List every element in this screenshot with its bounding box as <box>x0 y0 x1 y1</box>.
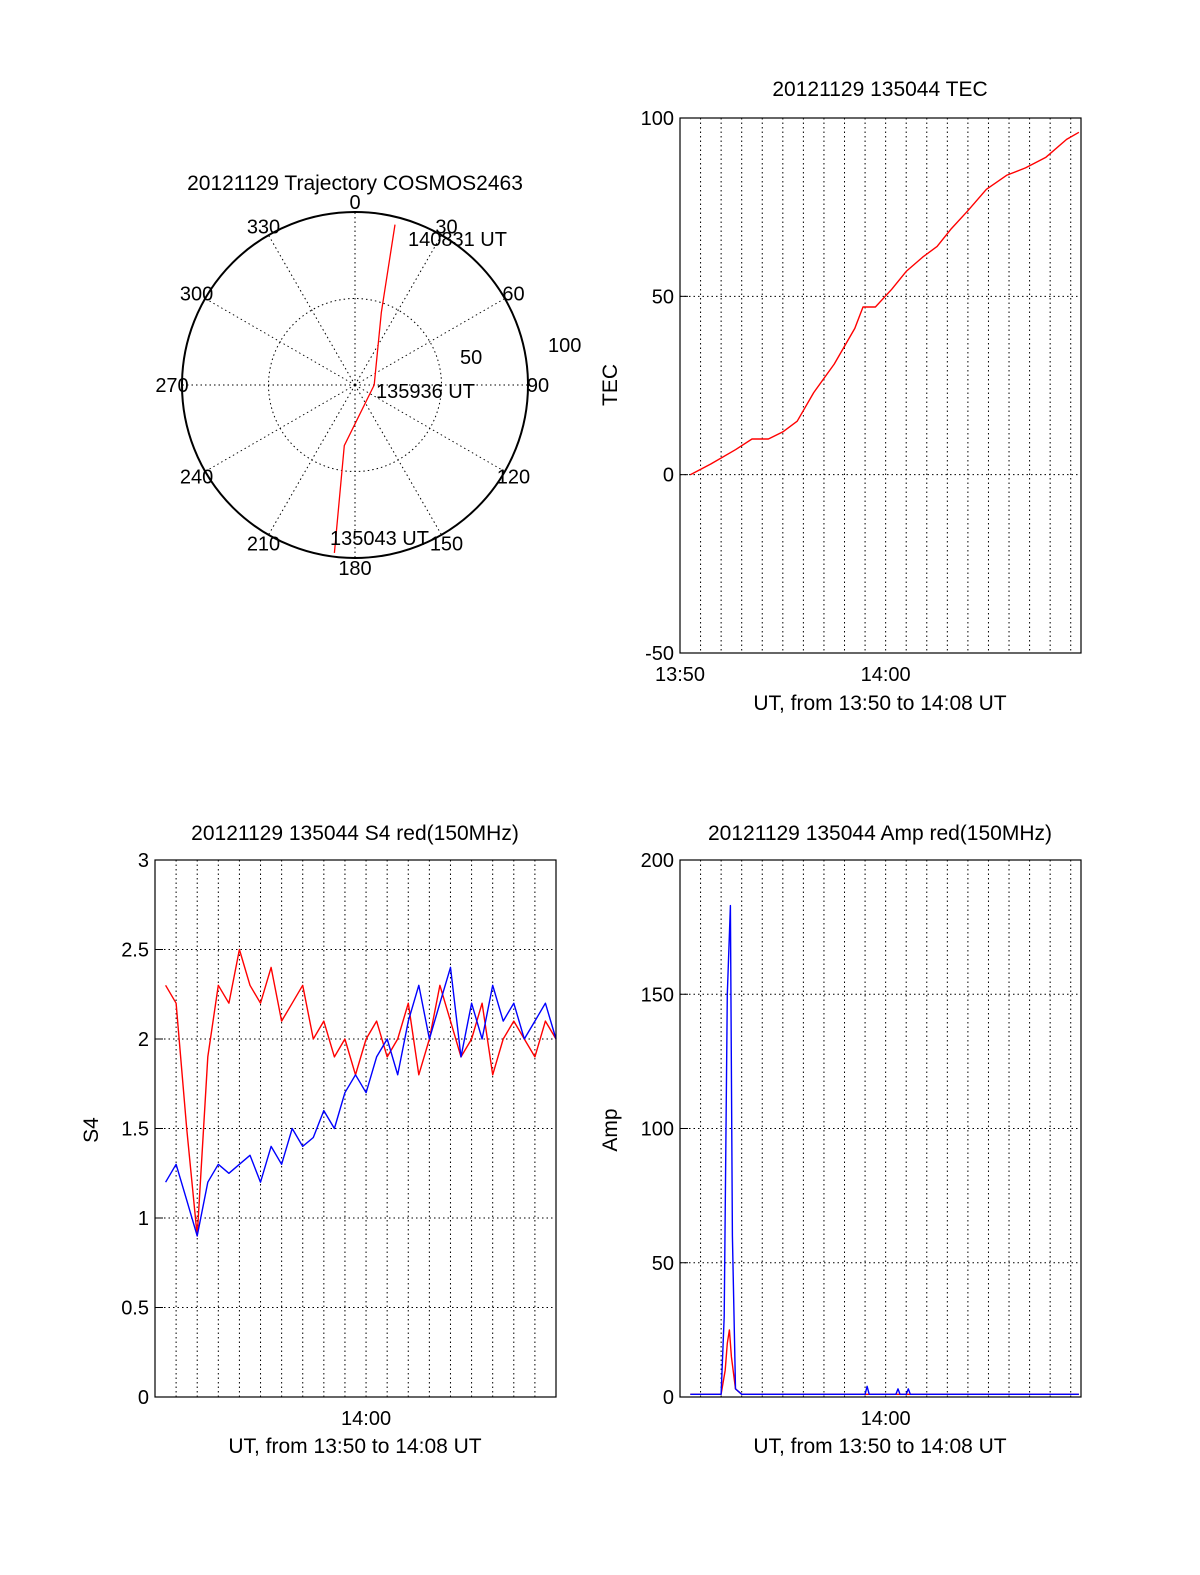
amp-x-ticks: 14:00 <box>861 1408 911 1430</box>
x-tick-label: 13:50 <box>655 664 705 686</box>
radial-tick-100: 100 <box>548 335 581 357</box>
y-tick-label: 150 <box>641 984 674 1006</box>
annotation-mid-time: 135936 UT <box>376 381 475 403</box>
radial-tick-50: 50 <box>460 347 482 369</box>
angle-tick-label: 120 <box>497 467 530 489</box>
angle-tick-label: 240 <box>180 467 213 489</box>
s4-title: 20121129 135044 S4 red(150MHz) <box>191 822 519 845</box>
tec-chart: 20121129 135044 TEC -50 0 50 100 13:50 14:00… <box>599 78 1082 715</box>
s4-y-ticks: 0 0.5 1 1.5 2 2.5 3 <box>121 850 163 1409</box>
angle-tick-label: 300 <box>180 284 213 306</box>
polar-outer-circle <box>181 211 529 559</box>
angle-tick-label: 210 <box>247 533 280 555</box>
series-line <box>164 948 557 1237</box>
tec-grid <box>680 118 1081 653</box>
s4-xlabel: UT, from 13:50 to 14:08 UT <box>228 1435 481 1458</box>
y-tick-label: 1 <box>138 1208 149 1230</box>
s4-grid <box>155 860 556 1397</box>
y-tick-label: 0 <box>663 1387 674 1409</box>
amp-title: 20121129 135044 Amp red(150MHz) <box>708 822 1052 845</box>
annotation-start-time: 135043 UT <box>330 528 429 550</box>
y-tick-label: 3 <box>138 850 149 872</box>
tec-xlabel: UT, from 13:50 to 14:08 UT <box>753 692 1006 715</box>
s4-chart: 20121129 135044 S4 red(150MHz) 0 0.5 1 1.5 2… <box>80 822 557 1458</box>
trajectory-line <box>333 224 396 553</box>
y-tick-label: 1.5 <box>121 1119 149 1141</box>
s4-ylabel: S4 <box>80 1117 103 1143</box>
angle-tick-label: 30 <box>435 217 457 239</box>
tec-series <box>689 131 1080 476</box>
amp-y-ticks: 0 50 100 150 200 <box>641 850 688 1409</box>
polar-spoke <box>354 298 506 386</box>
amp-chart: 20121129 135044 Amp red(150MHz) 0 50 100 15… <box>599 822 1082 1458</box>
amp-ylabel: Amp <box>599 1108 622 1151</box>
series-line <box>690 1329 1079 1396</box>
tec-plot-frame <box>679 117 1082 654</box>
tec-ylabel: TEC <box>599 364 622 406</box>
y-tick-label: -50 <box>645 643 674 665</box>
y-tick-label: 100 <box>641 1119 674 1141</box>
tec-title: 20121129 135044 TEC <box>772 78 987 101</box>
tec-x-ticks: 13:50 14:00 <box>655 664 911 686</box>
y-tick-label: 0.5 <box>121 1298 149 1320</box>
polar-spoke <box>204 384 356 472</box>
series-line <box>690 904 1079 1396</box>
angle-tick-label: 330 <box>247 217 280 239</box>
y-tick-label: 0 <box>138 1387 149 1409</box>
y-tick-label: 0 <box>663 465 674 487</box>
angle-tick-label: 150 <box>430 533 463 555</box>
trajectory-polar-chart: 20121129 Trajectory COSMOS2463 0 30 60 90 12… <box>155 172 581 580</box>
polar-spoke <box>268 234 356 386</box>
tec-y-ticks: -50 0 50 100 <box>641 108 688 665</box>
x-tick-label: 14:00 <box>861 664 911 686</box>
angle-tick-label: 0 <box>349 192 360 214</box>
angle-tick-label: 60 <box>502 284 524 306</box>
trajectory-annotations: 140831 UT 135936 UT 135043 UT <box>330 229 507 550</box>
polar-spoke <box>354 384 442 536</box>
series-line <box>689 131 1080 476</box>
amp-xlabel: UT, from 13:50 to 14:08 UT <box>753 1435 1006 1458</box>
angle-labels: 0 30 60 90 120 150 180 210 240 270 300 330 <box>155 192 549 580</box>
s4-x-ticks: 14:00 <box>341 1408 391 1430</box>
polar-grid <box>182 212 528 558</box>
amp-series <box>690 904 1079 1396</box>
trajectory-series <box>333 224 396 553</box>
polar-spoke <box>204 298 356 386</box>
series-line <box>164 966 557 1237</box>
s4-plot-frame <box>154 859 557 1398</box>
y-tick-label: 50 <box>652 286 674 308</box>
annotation-end-time: 140831 UT <box>408 229 507 251</box>
polar-spoke <box>268 384 356 536</box>
polar-spoke <box>354 384 506 472</box>
y-tick-label: 2 <box>138 1029 149 1051</box>
s4-series <box>164 948 557 1237</box>
amp-plot-frame <box>679 859 1082 1398</box>
x-tick-label: 14:00 <box>341 1408 391 1430</box>
trajectory-title: 20121129 Trajectory COSMOS2463 <box>187 172 523 195</box>
amp-grid <box>680 860 1081 1397</box>
y-tick-label: 100 <box>641 108 674 130</box>
y-tick-label: 2.5 <box>121 940 149 962</box>
y-tick-label: 50 <box>652 1253 674 1275</box>
angle-tick-label: 180 <box>338 558 371 580</box>
angle-tick-label: 90 <box>527 375 549 397</box>
y-tick-label: 200 <box>641 850 674 872</box>
angle-tick-label: 270 <box>155 375 188 397</box>
x-tick-label: 14:00 <box>861 1408 911 1430</box>
polar-spoke <box>354 234 442 386</box>
